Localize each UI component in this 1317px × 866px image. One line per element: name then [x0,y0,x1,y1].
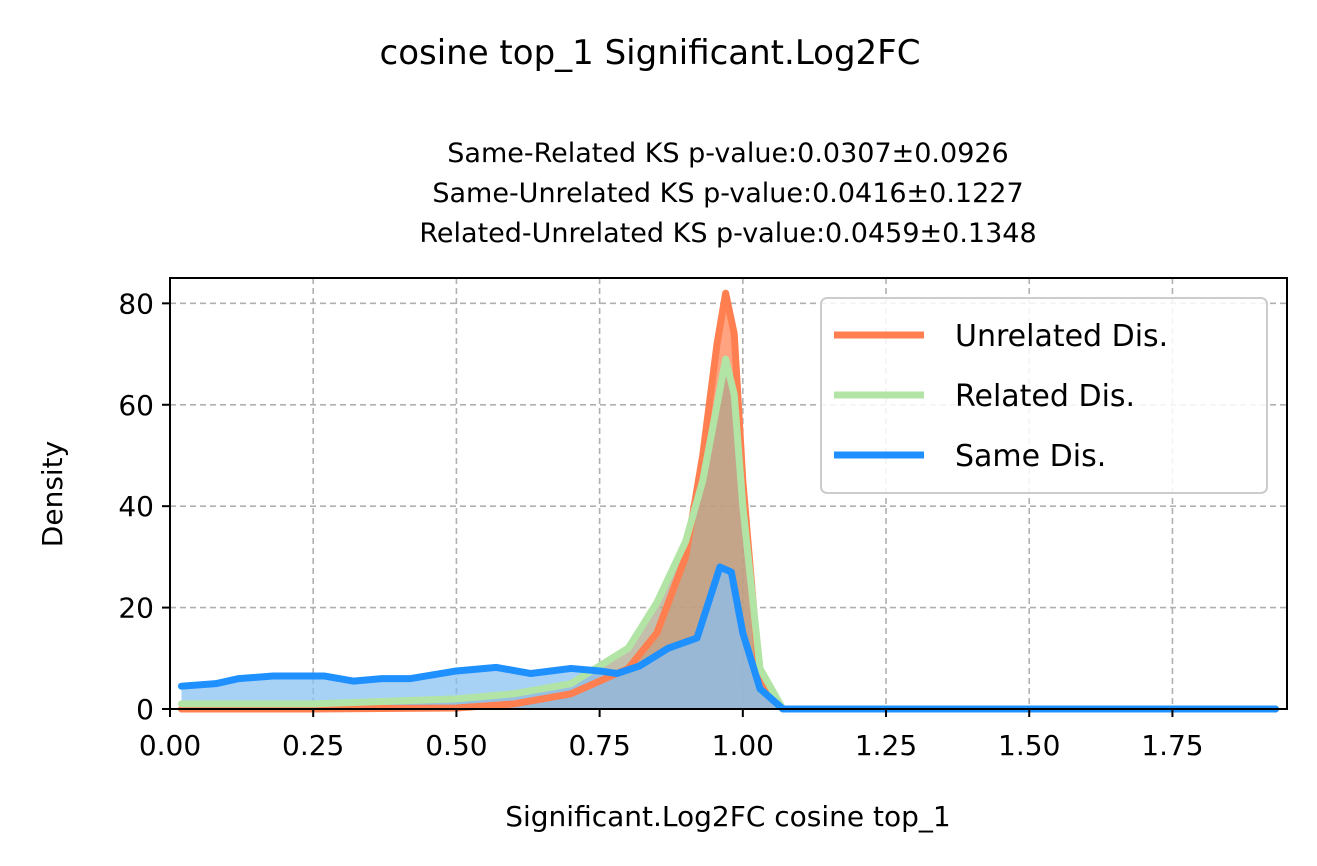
x-axis-label: Significant.Log2FC cosine top_1 [505,800,951,833]
y-tick-label: 20 [118,592,154,625]
chart-title-line-3: Related-Unrelated KS p-value:0.0459±0.13… [419,218,1036,249]
legend-label-2: Related Dis. [955,379,1135,414]
y-tick-label: 60 [118,389,154,422]
series-fill-3 [181,567,1276,709]
axis-ticks: 0.00 0.25 0.50 0.75 1.00 1.25 1.50 1.75 0 20 40 60 8… [118,287,1203,762]
y-tick-label: 80 [118,287,154,320]
x-tick-label: 1.00 [712,729,774,762]
series-fill-2 [181,359,1276,709]
y-axis-label: Density [36,441,69,547]
series-line-2 [177,355,1280,713]
y-tick-label: 0 [136,693,154,726]
chart-title-line-1: Same-Related KS p-value:0.0307±0.0926 [447,138,1008,169]
x-tick-label: 0.75 [568,729,630,762]
plot-frame [169,277,1288,710]
x-tick-label: 0.25 [282,729,344,762]
y-tick-label: 40 [118,490,154,523]
x-tick-label: 1.75 [1141,729,1203,762]
density-lines [177,289,1280,713]
chart-title-line-2: Same-Unrelated KS p-value:0.0416±0.1227 [432,178,1023,209]
x-tick-label: 1.25 [855,729,917,762]
x-tick-label: 0.50 [425,729,487,762]
chart-suptitle: cosine top_1 Significant.Log2FC [380,33,921,73]
legend: Unrelated Dis. Related Dis. Same Dis. [820,297,1268,494]
x-tick-label: 0.00 [139,729,201,762]
legend-label-1: Unrelated Dis. [955,319,1168,354]
series-line-3 [177,563,1280,713]
legend-box [820,297,1268,494]
x-tick-label: 1.50 [998,729,1060,762]
legend-label-3: Same Dis. [955,439,1106,474]
